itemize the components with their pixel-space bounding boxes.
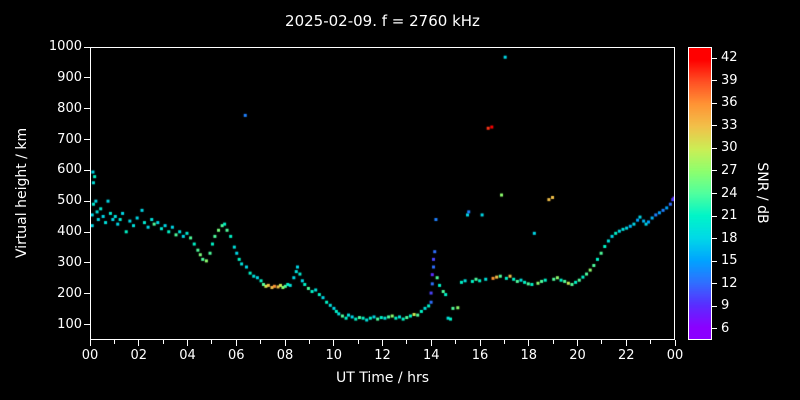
x-tick-mark [625,340,627,346]
colorbar-tick-mark [712,260,717,262]
colorbar-tick-mark [712,238,717,240]
x-tick-mark [333,340,335,346]
colorbar-tick-mark [712,57,717,59]
x-tick-mark [138,340,140,346]
x-tick-mark [674,340,676,346]
colorbar-tick-label: 33 [721,117,738,133]
x-minor-tick-mark [357,340,359,344]
y-tick-label: 1000 [48,39,82,54]
x-minor-tick-mark [650,340,652,344]
x-tick-mark [382,340,383,346]
x-axis-label: UT Time / hrs [335,370,430,386]
y-tick-mark [84,169,90,171]
y-tick-mark [84,262,90,264]
plot-area [90,47,675,340]
colorbar-tick-label: 39 [721,72,738,88]
x-minor-tick-mark [113,340,115,344]
y-tick-mark [84,77,90,79]
colorbar-tick-mark [712,215,717,217]
x-tick-label: 16 [471,348,489,363]
colorbar-tick-label: 12 [721,275,738,291]
x-tick-mark [577,340,578,346]
y-tick-mark [84,293,90,295]
y-tick-label: 900 [57,69,82,85]
x-tick-label: 12 [374,348,391,363]
colorbar-tick-label: 27 [721,162,738,178]
colorbar-tick-mark [712,170,717,172]
y-tick-mark [84,139,90,141]
x-tick-label: 18 [520,348,538,363]
colorbar-tick-mark [712,80,717,82]
y-tick-label: 600 [57,162,82,178]
colorbar [688,47,712,340]
x-minor-tick-mark [260,340,262,344]
colorbar-tick-label: 21 [721,208,738,224]
y-tick-label: 500 [57,193,82,209]
x-tick-mark [430,340,432,346]
colorbar-tick-mark [712,193,717,194]
x-minor-tick-mark [503,340,505,344]
x-tick-mark [284,340,286,346]
x-tick-label: 00 [666,348,684,363]
y-tick-mark [84,324,90,326]
y-tick-label: 400 [57,224,82,240]
x-minor-tick-mark [406,340,408,344]
x-tick-label: 02 [130,348,148,363]
colorbar-tick-label: 18 [721,230,738,246]
colorbar-canvas [689,48,711,339]
y-tick-mark [84,231,90,233]
y-axis-label: Virtual height / km [14,127,30,259]
colorbar-tick-label: 24 [721,185,738,201]
x-tick-mark [528,340,530,346]
x-tick-mark [479,340,481,346]
x-tick-label: 04 [179,348,196,363]
colorbar-tick-label: 36 [721,95,738,111]
y-tick-mark [84,108,90,110]
x-minor-tick-mark [601,340,603,344]
x-minor-tick-mark [308,340,310,344]
x-minor-tick-mark [552,340,554,344]
x-tick-label: 22 [617,348,635,363]
colorbar-tick-label: 6 [721,320,730,336]
x-tick-label: 14 [422,348,440,363]
colorbar-label: SNR / dB [754,162,770,224]
colorbar-tick-label: 30 [721,140,738,156]
colorbar-tick-label: 9 [721,298,730,314]
x-tick-mark [89,340,91,346]
colorbar-tick-mark [712,125,717,127]
y-tick-label: 800 [57,100,82,116]
colorbar-tick-mark [712,283,717,285]
x-tick-label: 08 [276,348,294,363]
x-tick-label: 00 [81,348,99,363]
x-tick-label: 10 [325,348,343,363]
y-tick-mark [84,46,90,48]
colorbar-tick-mark [712,147,717,149]
x-tick-mark [187,340,188,346]
x-tick-label: 20 [569,348,586,363]
colorbar-tick-label: 42 [721,50,738,66]
y-tick-label: 200 [57,285,82,301]
x-tick-label: 06 [227,348,245,363]
colorbar-tick-mark [712,305,717,307]
scatter-canvas [91,48,674,339]
x-minor-tick-mark [455,340,457,344]
colorbar-tick-mark [712,102,717,104]
chart-title: 2025-02-09. f = 2760 kHz [285,12,480,30]
y-tick-label: 700 [57,131,82,147]
x-tick-mark [235,340,237,346]
colorbar-tick-mark [712,328,717,330]
colorbar-tick-label: 15 [721,253,738,269]
x-minor-tick-mark [162,340,164,344]
y-tick-mark [84,200,90,202]
y-tick-label: 100 [57,316,82,332]
x-minor-tick-mark [211,340,213,344]
y-tick-label: 300 [57,254,82,270]
